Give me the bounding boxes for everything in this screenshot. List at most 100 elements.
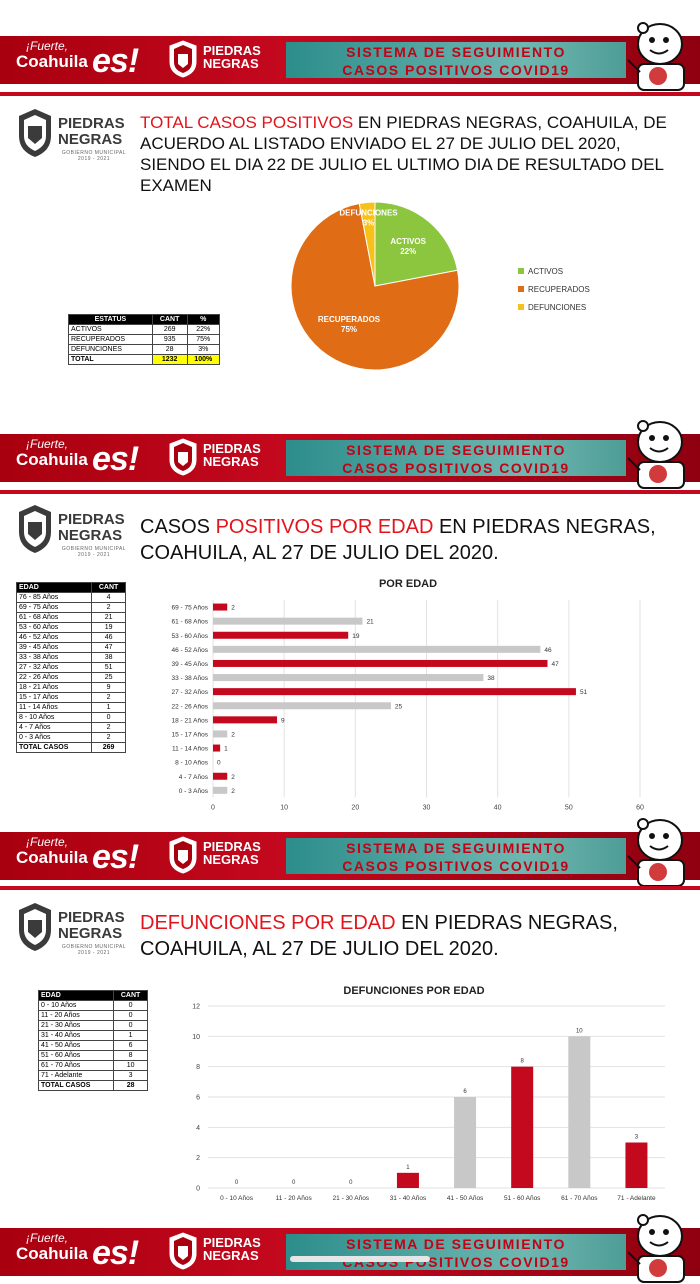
section3-title: DEFUNCIONES POR EDAD EN PIEDRAS NEGRAS, …: [140, 910, 680, 962]
deaths-table-cell: 8: [113, 1050, 148, 1061]
age-table-cell: 46: [91, 632, 126, 643]
data-label: 0: [217, 760, 221, 767]
x-tick-label: 51 - 60 Años: [504, 1195, 541, 1202]
y-tick-label: 0 - 3 Años: [179, 788, 209, 795]
age-table-cell: 11 - 14 Años: [15, 702, 93, 713]
status-table-row: ACTIVOS 269 22%: [68, 324, 220, 335]
legend-label: ACTIVOS: [528, 267, 563, 276]
bar: [213, 659, 548, 667]
status-table-header: CANT: [151, 314, 188, 325]
x-tick-label: 41 - 50 Años: [447, 1195, 484, 1202]
age-table-cell: 46 - 52 Años: [15, 632, 93, 643]
deaths-table-row: 0 - 10 Años 0: [37, 1000, 148, 1011]
data-label: 1: [406, 1165, 410, 1171]
banner-brand: PIEDRAS NEGRAS: [203, 840, 261, 866]
pie-percent-label: 75%: [341, 325, 357, 334]
age-table-cell: 22 - 26 Años: [15, 672, 93, 683]
system-banner: ¡Fuerte, Coahuila es! PIEDRAS NEGRAS SIS…: [0, 22, 700, 91]
slogan-line1: ¡Fuerte,: [26, 437, 69, 451]
system-title-line1: SISTEMA DE SEGUIMIENTO: [346, 840, 566, 856]
age-table-cell: 8 - 10 Años: [15, 712, 93, 723]
y-tick-label: 4: [196, 1125, 200, 1132]
status-table-cell: 3%: [186, 344, 220, 355]
age-table-row: 46 - 52 Años 46: [15, 632, 126, 643]
bar: [454, 1097, 477, 1188]
deaths-table-row: 71 - Adelante 3: [37, 1070, 148, 1081]
y-tick-label: 0: [196, 1186, 200, 1193]
system-title-line2: CASOS POSITIVOS COVID19: [342, 858, 570, 874]
doctor-mascot-icon: [627, 22, 685, 91]
deaths-table-cell: 0 - 10 Años: [37, 1000, 115, 1011]
data-label: 21: [366, 619, 374, 626]
system-title-box: SISTEMA DE SEGUIMIENTO CASOS POSITIVOS C…: [286, 1234, 626, 1270]
section2-title-pre: CASOS: [140, 516, 216, 538]
status-table-cell: 1232: [151, 354, 188, 365]
x-tick-label: 0 - 10 Años: [220, 1195, 254, 1202]
y-tick-label: 22 - 26 Años: [172, 703, 209, 710]
chart-title: POR EDAD: [379, 578, 437, 590]
x-tick-label: 21 - 30 Años: [333, 1195, 370, 1202]
section1-title-red: TOTAL CASOS POSITIVOS: [140, 113, 354, 132]
age-table-cell: 0: [91, 712, 126, 723]
status-table-cell: ACTIVOS: [68, 324, 153, 335]
pie-slice: [290, 202, 460, 371]
deaths-table-cell: 61 - 70 Años: [37, 1060, 115, 1071]
y-tick-label: 53 - 60 Años: [172, 633, 209, 640]
deaths-table-header: EDAD: [37, 990, 115, 1001]
banner-brand-line2: NEGRAS: [203, 1248, 259, 1263]
deaths-table-cell: 31 - 40 Años: [37, 1030, 115, 1041]
slogan-line2: Coahuila: [16, 1244, 88, 1263]
pie-category-label: RECUPERADOS: [318, 315, 381, 324]
system-title-line1: SISTEMA DE SEGUIMIENTO: [346, 44, 566, 60]
section2-title-red: POSITIVOS POR EDAD: [215, 516, 434, 538]
x-tick-label: 11 - 20 Años: [276, 1195, 313, 1202]
banner-brand: PIEDRAS NEGRAS: [203, 1236, 261, 1262]
status-table-cell: RECUPERADOS: [68, 334, 153, 345]
section2-title: CASOS POSITIVOS POR EDAD EN PIEDRAS NEGR…: [140, 514, 680, 566]
doctor-mascot-icon: [627, 818, 685, 887]
status-table-cell: 935: [151, 334, 188, 345]
pie-slice: [358, 201, 376, 287]
header-logo: PIEDRAS NEGRAS GOBIERNO MUNICIPAL 2019 -…: [16, 502, 128, 562]
x-tick-label: 61 - 70 Años: [561, 1195, 598, 1202]
y-tick-label: 61 - 68 Años: [172, 619, 209, 626]
deaths-table-cell: 51 - 60 Años: [37, 1050, 115, 1061]
city-shield-icon: [19, 109, 51, 157]
banner-brand-line1: PIEDRAS: [203, 1235, 261, 1250]
age-table-row: 15 - 17 Años 2: [15, 692, 126, 703]
slogan-line1: ¡Fuerte,: [26, 39, 69, 53]
status-table-row: RECUPERADOS 935 75%: [68, 334, 220, 345]
legend-label: RECUPERADOS: [528, 285, 590, 294]
header-brand: PIEDRAS NEGRAS: [58, 512, 125, 544]
status-table-row: TOTAL 1232 100%: [68, 354, 220, 365]
header-brand: PIEDRAS NEGRAS: [58, 116, 125, 148]
banner-brand: PIEDRAS NEGRAS: [203, 442, 261, 468]
deaths-table-row: 51 - 60 Años 8: [37, 1050, 148, 1061]
age-table-cell: 18 - 21 Años: [15, 682, 93, 693]
data-label: 1: [224, 746, 228, 753]
data-label: 2: [231, 605, 235, 612]
slogan-es: es!: [92, 838, 139, 876]
age-table-cell: 39 - 45 Años: [15, 642, 93, 653]
age-table-cell: 2: [91, 722, 126, 733]
age-table-row: TOTAL CASOS 269: [15, 742, 126, 753]
slogan: ¡Fuerte, Coahuila es!: [16, 1232, 139, 1270]
pie-percent-label: 22%: [400, 247, 416, 256]
header-brand-line1: PIEDRAS: [58, 115, 125, 132]
legend-label: DEFUNCIONES: [528, 303, 586, 312]
data-label: 47: [551, 661, 559, 668]
deaths-table-cell: 6: [113, 1040, 148, 1051]
deaths-table-row: TOTAL CASOS 28: [37, 1080, 148, 1091]
x-tick-label: 60: [636, 804, 644, 811]
bar: [213, 631, 349, 639]
deaths-table-row: 31 - 40 Años 1: [37, 1030, 148, 1041]
age-table-row: 33 - 38 Años 38: [15, 652, 126, 663]
slogan-line2: Coahuila: [16, 52, 88, 71]
data-label: 0: [235, 1180, 239, 1186]
age-table-cell: 47: [91, 642, 126, 653]
header-brand: PIEDRAS NEGRAS: [58, 910, 125, 942]
bar: [213, 603, 228, 611]
banner-brand-line2: NEGRAS: [203, 56, 259, 71]
system-banner: ¡Fuerte, Coahuila es! PIEDRAS NEGRAS SIS…: [0, 818, 700, 887]
bar: [213, 688, 576, 696]
